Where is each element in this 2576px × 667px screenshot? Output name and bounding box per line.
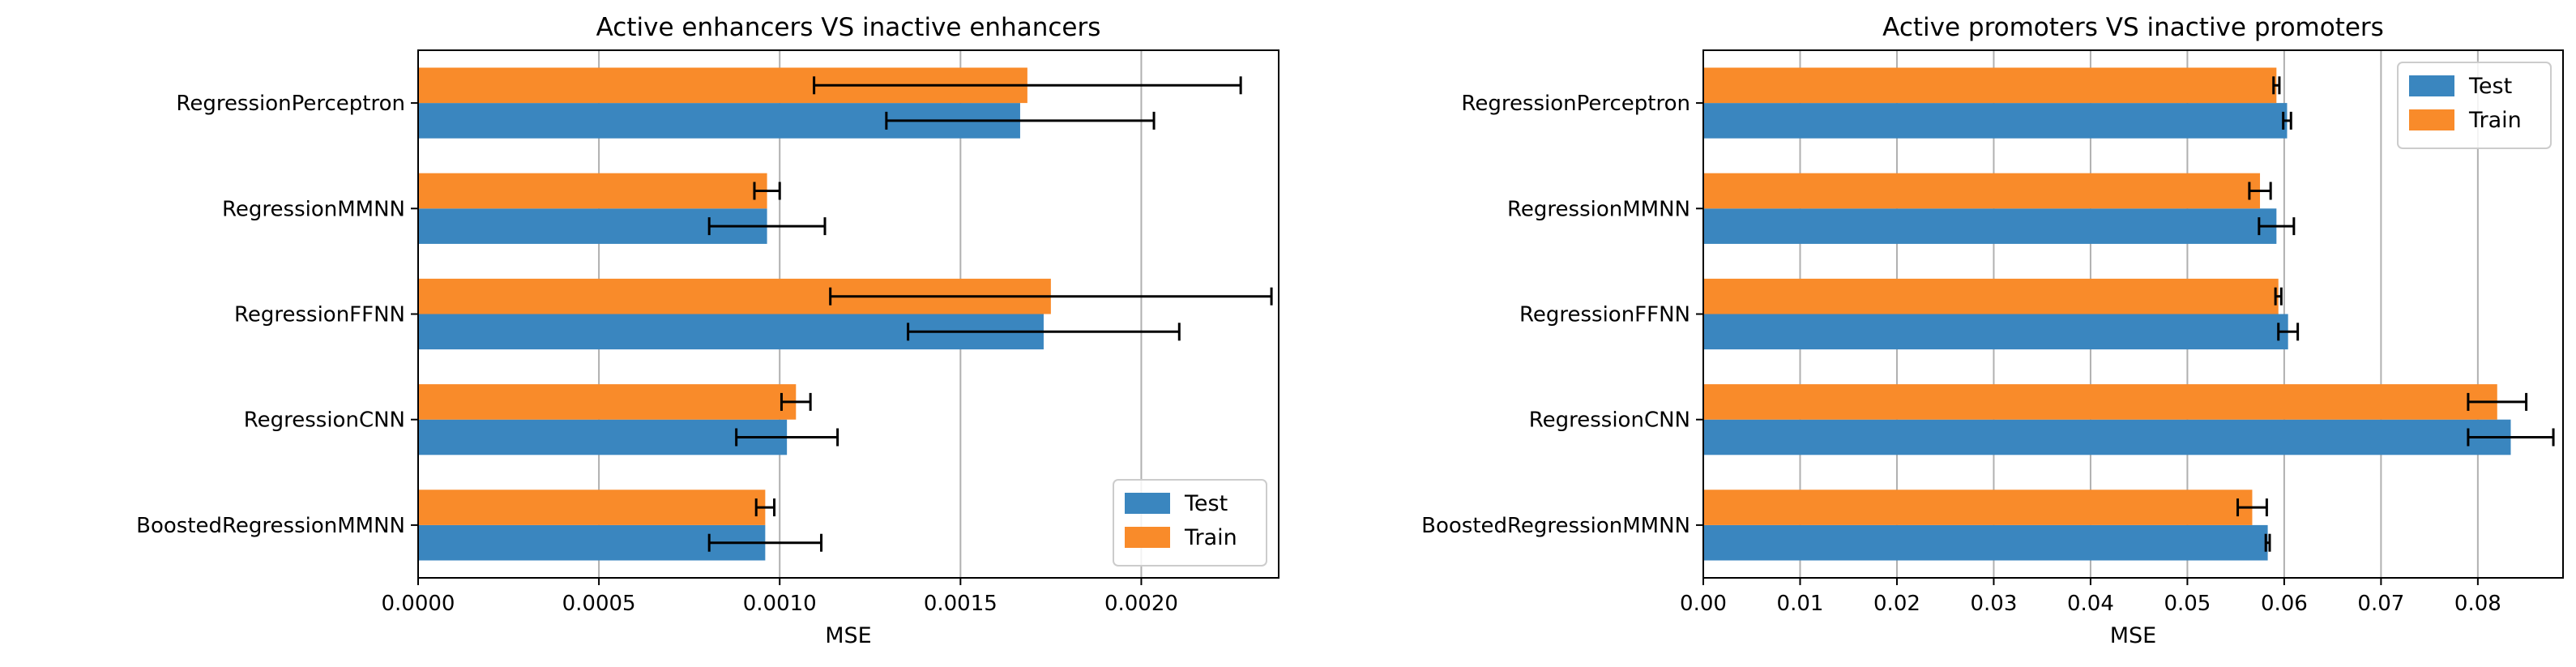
errorbar-train-regressioncnn [2467,392,2528,411]
legend: Test Train [2397,62,2552,149]
x-tick-label: 0.07 [2357,592,2404,616]
errorbar-train-regressionperceptron [813,76,1242,95]
bar-train-regressioncnn [1703,384,2497,420]
x-tick-label: 0.03 [1971,592,2018,616]
plot-frame [1702,49,2564,579]
bar-train-regressionperceptron [1703,67,2277,104]
x-tick-label: 0.0005 [562,592,636,616]
y-tick-label-regressionmmnn: RegressionMMNN [1507,197,1690,221]
bar-train-regressionmmnn [418,173,767,209]
errorbar-train-regressionperceptron [2272,76,2281,95]
errorbar-train-boostedregressionmmnn [754,498,776,517]
errorbar-test-boostedregressionmmnn [2264,533,2271,552]
chart-title: Active promoters VS inactive promoters [1882,13,2384,42]
legend-swatch-train [2409,109,2454,130]
errorbar-train-boostedregressionmmnn [2236,498,2268,517]
bar-test-regressionperceptron [1703,103,2288,139]
y-tick-label-regressioncnn: RegressionCNN [1529,408,1690,433]
y-tick-label-regressionmmnn: RegressionMMNN [222,197,405,221]
bar-test-boostedregressionmmnn [1703,524,2268,561]
y-tick-label-regressionffnn: RegressionFFNN [234,303,405,327]
x-tick-label: 0.00 [1680,592,1727,616]
legend-label-test: Test [2468,74,2512,99]
y-tick-label-regressioncnn: RegressionCNN [244,408,405,433]
bar-test-boostedregressionmmnn [418,524,766,561]
x-tick-label: 0.08 [2454,592,2501,616]
x-tick-label: 0.0020 [1104,592,1178,616]
y-tick-label-regressionperceptron: RegressionPerceptron [176,92,405,116]
errorbar-test-regressionmmnn [707,217,827,236]
legend-swatch-test [1125,493,1170,514]
errorbar-test-regressionffnn [2277,323,2300,341]
y-tick-label-regressionperceptron: RegressionPerceptron [1461,92,1690,116]
errorbar-train-regressionmmnn [2248,182,2272,200]
y-tick-label-boostedregressionmmnn: BoostedRegressionMMNN [136,514,405,538]
bar-train-boostedregressionmmnn [1703,490,2253,525]
legend-label-train: Train [2468,108,2522,133]
x-axis-label: MSE [825,623,872,648]
x-tick-label: 0.0000 [382,592,455,616]
bar-train-regressionffnn [1703,278,2279,314]
y-tick-label-regressionffnn: RegressionFFNN [1519,303,1690,327]
x-tick-label: 0.05 [2164,592,2211,616]
legend-swatch-test [2409,75,2454,96]
errorbar-test-regressionperceptron [2282,111,2292,130]
bar-test-regressioncnn [1703,419,2511,455]
legend-swatch-train [1125,527,1170,548]
x-tick-label: 0.0015 [924,592,998,616]
legend-label-train: Train [1184,525,1237,550]
bar-train-regressioncnn [418,384,797,420]
errorbar-train-regressionffnn [2274,287,2283,306]
errorbar-test-boostedregressionmmnn [707,533,823,552]
legend-label-test: Test [1184,491,1228,516]
chart-title: Active enhancers VS inactive enhancers [596,13,1101,42]
x-tick-label: 0.01 [1777,592,1824,616]
x-tick-label: 0.06 [2261,592,2308,616]
x-tick-label: 0.0010 [743,592,817,616]
x-tick-label: 0.02 [1873,592,1920,616]
errorbar-test-regressionffnn [907,323,1181,341]
x-tick-label: 0.04 [2067,592,2114,616]
y-tick-label-boostedregressionmmnn: BoostedRegressionMMNN [1421,514,1690,538]
errorbar-train-regressionmmnn [753,182,781,200]
errorbar-train-regressioncnn [780,392,812,411]
bar-test-regressioncnn [418,419,788,455]
errorbar-train-regressionffnn [829,287,1273,306]
bar-train-regressionmmnn [1703,173,2261,209]
errorbar-test-regressionperceptron [885,111,1156,130]
errorbar-test-regressioncnn [735,428,839,447]
chart-panel-promoters: RegressionPerceptron RegressionMMNN Regres… [1421,13,2564,648]
chart-panel-enhancers: RegressionPerceptron RegressionMMNN Regres… [136,13,1279,648]
plot-frame [417,49,1279,579]
bar-test-regressionmmnn [1703,208,2277,244]
errorbar-test-regressionmmnn [2258,217,2296,236]
bar-train-boostedregressionmmnn [418,490,766,525]
bar-test-regressionffnn [1703,314,2288,350]
legend: Test Train [1113,479,1267,567]
x-axis-label: MSE [2110,623,2157,648]
errorbar-test-regressioncnn [2467,428,2555,447]
